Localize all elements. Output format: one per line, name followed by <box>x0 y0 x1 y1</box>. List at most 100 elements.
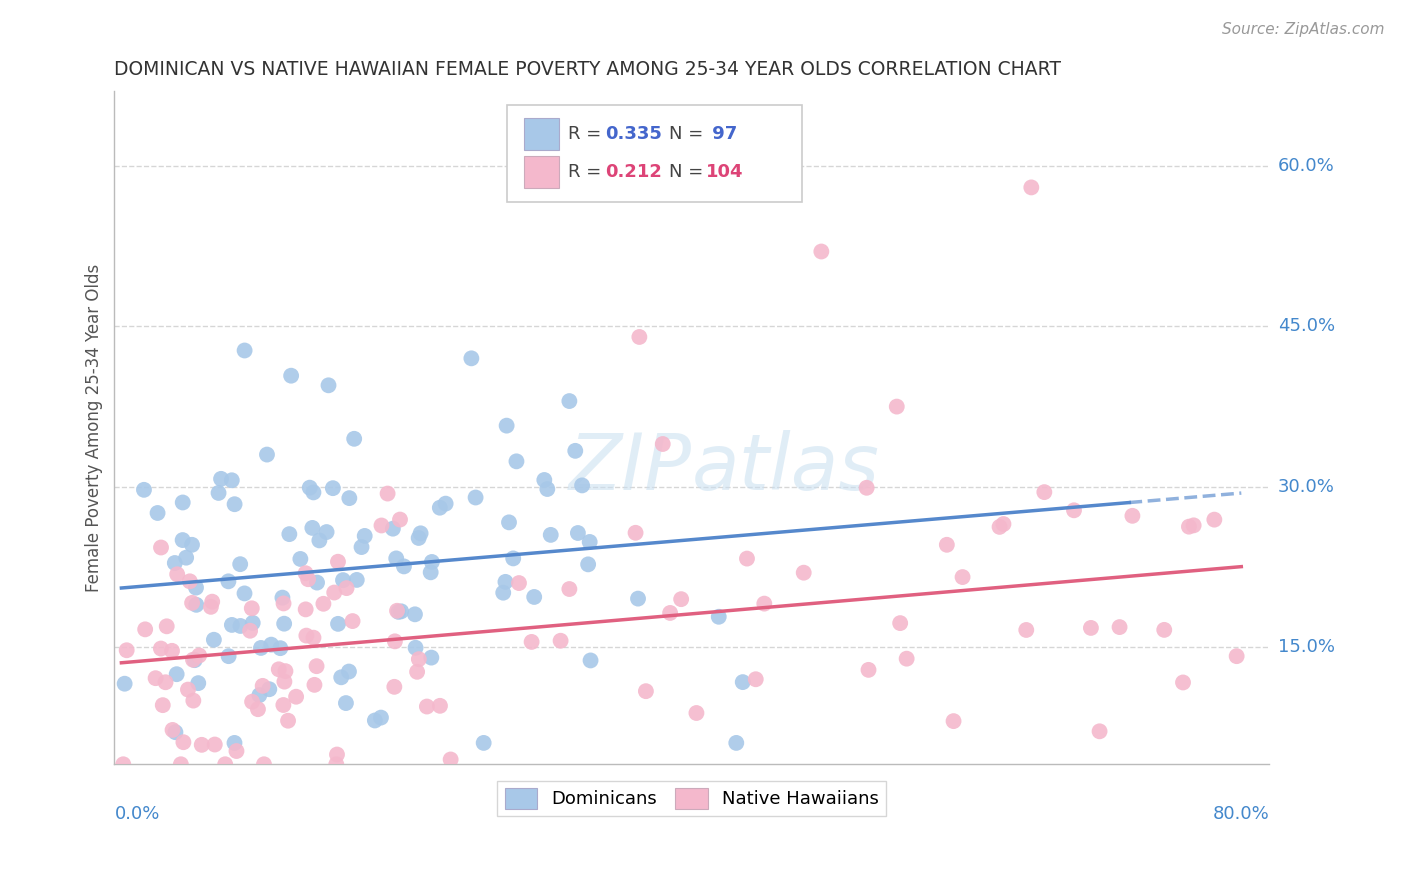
Point <box>184 581 207 595</box>
Y-axis label: Female Poverty Among 25-34 Year Olds: Female Poverty Among 25-34 Year Olds <box>86 264 103 592</box>
Point <box>382 680 405 694</box>
Point <box>246 702 269 716</box>
Point <box>735 551 758 566</box>
Point <box>294 602 316 616</box>
Point <box>162 723 184 737</box>
Point <box>404 607 426 622</box>
Point <box>385 551 408 566</box>
Legend: Dominicans, Native Hawaiians: Dominicans, Native Hawaiians <box>498 780 886 816</box>
Point <box>429 698 451 713</box>
Point <box>1226 649 1249 664</box>
Text: 60.0%: 60.0% <box>1278 157 1334 175</box>
Text: R =: R = <box>568 125 607 143</box>
Point <box>342 614 364 628</box>
Point <box>326 747 349 762</box>
Point <box>200 599 222 614</box>
Point <box>1204 513 1226 527</box>
Point <box>1182 518 1205 533</box>
Point <box>214 757 236 772</box>
Point <box>1178 519 1201 533</box>
Point <box>166 667 188 681</box>
Point <box>326 616 349 631</box>
Point <box>115 643 138 657</box>
Point <box>172 533 194 547</box>
Text: 0.0%: 0.0% <box>114 805 160 822</box>
Point <box>564 443 586 458</box>
Point <box>183 693 205 707</box>
Point <box>165 725 187 739</box>
Text: N =: N = <box>669 125 709 143</box>
Point <box>408 652 430 666</box>
Point <box>1108 620 1130 634</box>
Point <box>274 664 297 678</box>
Point <box>370 710 392 724</box>
Point <box>353 529 375 543</box>
Point <box>181 538 204 552</box>
Point <box>392 559 415 574</box>
Point <box>290 552 312 566</box>
Point <box>188 648 211 663</box>
Point <box>285 690 308 704</box>
Point <box>146 506 169 520</box>
Point <box>250 640 273 655</box>
Point <box>242 615 264 630</box>
Point <box>150 541 173 555</box>
Point <box>183 653 205 667</box>
Point <box>508 576 530 591</box>
Point <box>181 653 204 667</box>
Point <box>112 757 135 772</box>
Point <box>217 574 239 589</box>
Point <box>322 481 344 495</box>
Point <box>460 351 482 366</box>
Point <box>1153 623 1175 637</box>
Point <box>578 535 600 549</box>
Point <box>754 597 776 611</box>
Point <box>335 696 357 710</box>
Point <box>502 551 524 566</box>
Point <box>567 526 589 541</box>
Point <box>256 448 278 462</box>
Point <box>1121 508 1143 523</box>
Point <box>172 495 194 509</box>
Point <box>277 714 299 728</box>
Text: ZIP: ZIP <box>569 430 692 506</box>
Point <box>302 485 325 500</box>
Point <box>172 735 194 749</box>
Point <box>177 682 200 697</box>
Point <box>494 574 516 589</box>
Point <box>315 524 337 539</box>
Point <box>624 525 647 540</box>
Point <box>370 518 392 533</box>
Point <box>377 486 399 500</box>
Point <box>233 586 256 600</box>
Point <box>174 550 197 565</box>
Point <box>155 675 177 690</box>
Point <box>187 676 209 690</box>
Point <box>302 631 325 645</box>
Point <box>793 566 815 580</box>
Point <box>1015 623 1038 637</box>
Point <box>405 640 427 655</box>
Point <box>190 738 212 752</box>
Point <box>343 432 366 446</box>
Point <box>558 582 581 596</box>
Point <box>308 533 330 548</box>
Point <box>420 650 443 665</box>
Point <box>810 244 832 259</box>
Point <box>271 591 294 605</box>
Point <box>472 736 495 750</box>
Point <box>628 330 651 344</box>
Point <box>225 744 247 758</box>
Point <box>1171 675 1194 690</box>
Point <box>201 595 224 609</box>
Point <box>406 665 429 679</box>
Point <box>492 585 515 599</box>
Point <box>330 670 353 684</box>
Point <box>416 699 439 714</box>
Point <box>993 516 1015 531</box>
Point <box>273 616 295 631</box>
Point <box>207 486 229 500</box>
Point <box>523 590 546 604</box>
Text: Source: ZipAtlas.com: Source: ZipAtlas.com <box>1222 22 1385 37</box>
Point <box>889 616 911 631</box>
